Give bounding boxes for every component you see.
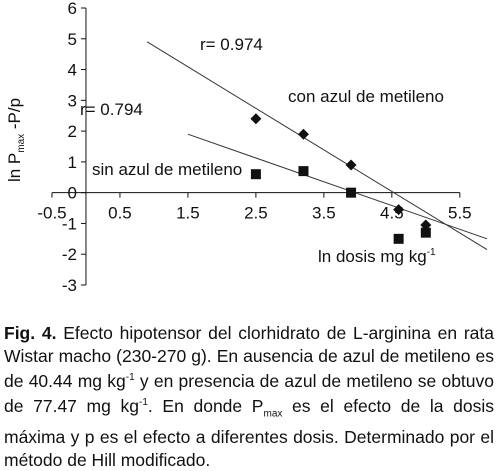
x-tick-label: 5.5: [448, 204, 472, 223]
square-point: [346, 187, 357, 198]
trendline: [187, 133, 488, 240]
x-tick-label: 1.5: [176, 204, 200, 223]
square-point: [298, 166, 309, 177]
x-axis-title: ln dosis mg kg-1: [318, 247, 436, 266]
y-tick-label: -2: [62, 245, 77, 264]
caption-text: -1: [125, 372, 135, 383]
series-label: sin azul de metileno: [92, 160, 242, 179]
y-tick-label: 2: [67, 122, 76, 141]
x-title-part: ln dosis mg kg: [318, 247, 427, 266]
r-label: r= 0.794: [80, 100, 143, 119]
square-point: [393, 233, 404, 244]
x-tick-label: 0.5: [108, 204, 132, 223]
caption-text: Efecto hipotensor del clorhidrato de L-a…: [4, 323, 494, 391]
trendline: [146, 41, 488, 251]
y-title-sub: max: [16, 134, 27, 153]
diamond-point: [250, 113, 262, 125]
x-tick-label: -0.5: [37, 204, 66, 223]
diamond-point: [297, 128, 309, 140]
caption-text: -1: [139, 397, 148, 409]
y-tick-label: 0: [67, 184, 76, 203]
x-tick-label: 3.5: [312, 204, 336, 223]
series-label: con azul de metileno: [288, 87, 444, 106]
caption-text: y en presencia de azul de metileno se ob…: [4, 370, 495, 417]
y-tick-label: 1: [67, 153, 76, 172]
diamond-point: [393, 204, 405, 216]
y-title-part: ln P: [5, 153, 24, 182]
chart: ln Pmax -P/p ln dosis mg kg-1 -3-2-10123…: [5, 0, 488, 295]
y-tick-label: 4: [67, 61, 76, 80]
y-title-part: -P/p: [5, 98, 24, 134]
y-tick-label: 5: [67, 30, 76, 49]
caption: Fig. 4. Efecto hipotensor del clorhidrat…: [4, 322, 494, 471]
x-title-sup: -1: [427, 247, 436, 258]
caption-label: Fig. 4.: [4, 323, 57, 343]
y-tick-label: -3: [62, 276, 77, 295]
caption-text: max: [263, 408, 283, 420]
diamond-point: [345, 159, 357, 171]
x-tick-label: 2.5: [244, 204, 268, 223]
y-tick-label: -1: [62, 214, 77, 233]
square-point: [420, 227, 431, 238]
y-tick-label: 6: [67, 0, 76, 18]
square-point: [250, 169, 261, 180]
y-axis-title: ln Pmax -P/p: [5, 98, 27, 182]
r-label: r= 0.974: [200, 35, 263, 54]
y-tick-label: 3: [67, 91, 76, 110]
caption-text: . En donde P: [147, 396, 264, 417]
